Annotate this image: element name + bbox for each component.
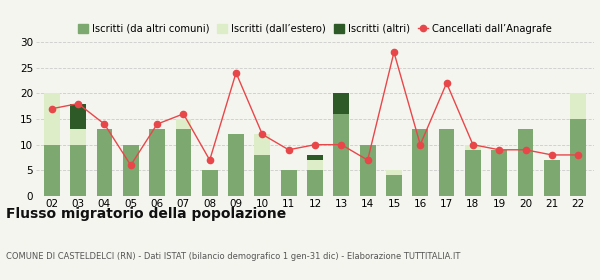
Bar <box>439 129 455 196</box>
Bar <box>334 114 349 196</box>
Text: Flusso migratorio della popolazione: Flusso migratorio della popolazione <box>6 207 286 221</box>
Bar <box>544 160 560 196</box>
Bar <box>228 134 244 196</box>
Bar <box>97 129 112 196</box>
Bar <box>70 129 86 145</box>
Bar <box>307 160 323 170</box>
Bar <box>44 145 59 196</box>
Bar <box>176 119 191 129</box>
Bar <box>44 93 59 145</box>
Bar <box>70 104 86 129</box>
Bar <box>123 145 139 196</box>
Bar <box>307 155 323 160</box>
Bar <box>202 170 218 196</box>
Bar <box>334 93 349 114</box>
Bar <box>412 129 428 196</box>
Legend: Iscritti (da altri comuni), Iscritti (dall’estero), Iscritti (altri), Cancellati: Iscritti (da altri comuni), Iscritti (da… <box>78 24 552 34</box>
Bar <box>518 129 533 196</box>
Bar <box>360 145 376 196</box>
Bar <box>386 176 402 196</box>
Text: COMUNE DI CASTELDELCI (RN) - Dati ISTAT (bilancio demografico 1 gen-31 dic) - El: COMUNE DI CASTELDELCI (RN) - Dati ISTAT … <box>6 252 460 261</box>
Bar <box>571 93 586 119</box>
Bar <box>281 170 296 196</box>
Bar <box>465 145 481 150</box>
Bar <box>254 155 270 196</box>
Bar <box>254 134 270 155</box>
Bar <box>465 150 481 196</box>
Bar <box>70 145 86 196</box>
Bar <box>176 129 191 196</box>
Bar <box>386 170 402 176</box>
Bar <box>307 170 323 196</box>
Bar <box>149 129 165 196</box>
Bar <box>571 119 586 196</box>
Bar <box>491 150 507 196</box>
